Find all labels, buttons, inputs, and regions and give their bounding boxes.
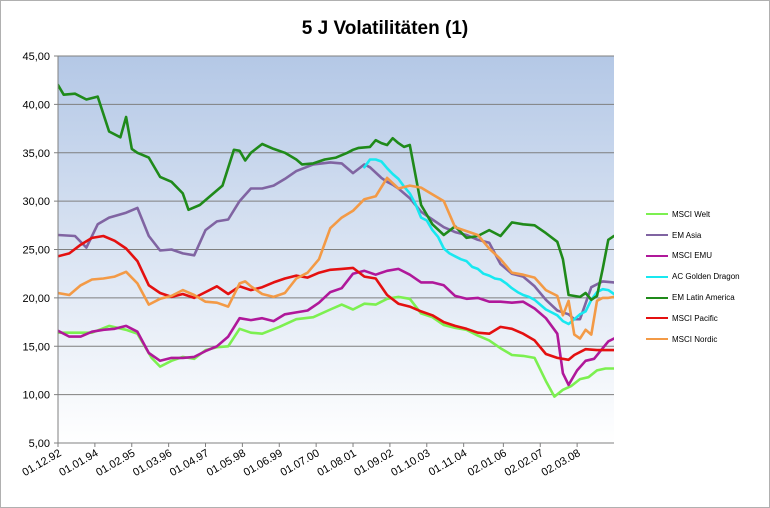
legend-label: EM Asia [672, 230, 702, 240]
legend-label: MSCI Welt [672, 209, 711, 219]
y-tick-label: 20,00 [22, 293, 50, 305]
y-tick-label: 10,00 [22, 390, 50, 402]
series-line-msci-nordic [58, 176, 614, 340]
legend-swatch [646, 338, 668, 341]
legend-item: MSCI Nordic [646, 329, 770, 350]
series-line-msci-welt [58, 295, 614, 398]
legend-swatch [646, 213, 668, 216]
legend-swatch [646, 296, 668, 299]
y-tick-label: 5,00 [29, 438, 50, 450]
y-tick-label: 35,00 [22, 148, 50, 160]
legend-item: MSCI Pacific [646, 308, 770, 329]
legend-label: AC Golden Dragon [672, 272, 740, 282]
legend-label: MSCI Nordic [672, 334, 718, 344]
y-tick-label: 30,00 [22, 196, 50, 208]
series-line-msci-emu [58, 267, 614, 387]
series-line-em-latin-america [58, 83, 614, 302]
series-lines [58, 83, 614, 398]
chart-title: 5 J Volatilitäten (1) [302, 18, 468, 39]
series-line-msci-pacific [58, 234, 614, 362]
legend-item: EM Latin America [646, 287, 770, 308]
legend-item: AC Golden Dragon [646, 266, 770, 287]
series-line-em-asia [58, 161, 614, 321]
legend: MSCI Welt EM Asia MSCI EMU AC Golden Dragon… [646, 204, 770, 350]
y-tick-label: 40,00 [22, 99, 50, 111]
legend-item: EM Asia [646, 225, 770, 246]
legend-swatch [646, 275, 668, 278]
legend-label: MSCI Pacific [672, 313, 718, 323]
legend-label: MSCI EMU [672, 251, 712, 261]
legend-item: MSCI Welt [646, 204, 770, 225]
legend-swatch [646, 317, 668, 320]
y-tick-label: 25,00 [22, 245, 50, 257]
y-tick-label: 45,00 [22, 51, 50, 63]
y-tick-labels: 5,00 10,00 15,00 20,00 25,00 30,00 35,00 40,00 4… [22, 51, 58, 450]
legend-label: EM Latin America [672, 293, 735, 303]
legend-swatch [646, 254, 668, 257]
legend-item: MSCI EMU [646, 246, 770, 267]
legend-swatch [646, 234, 668, 237]
y-tick-label: 15,00 [22, 341, 50, 353]
